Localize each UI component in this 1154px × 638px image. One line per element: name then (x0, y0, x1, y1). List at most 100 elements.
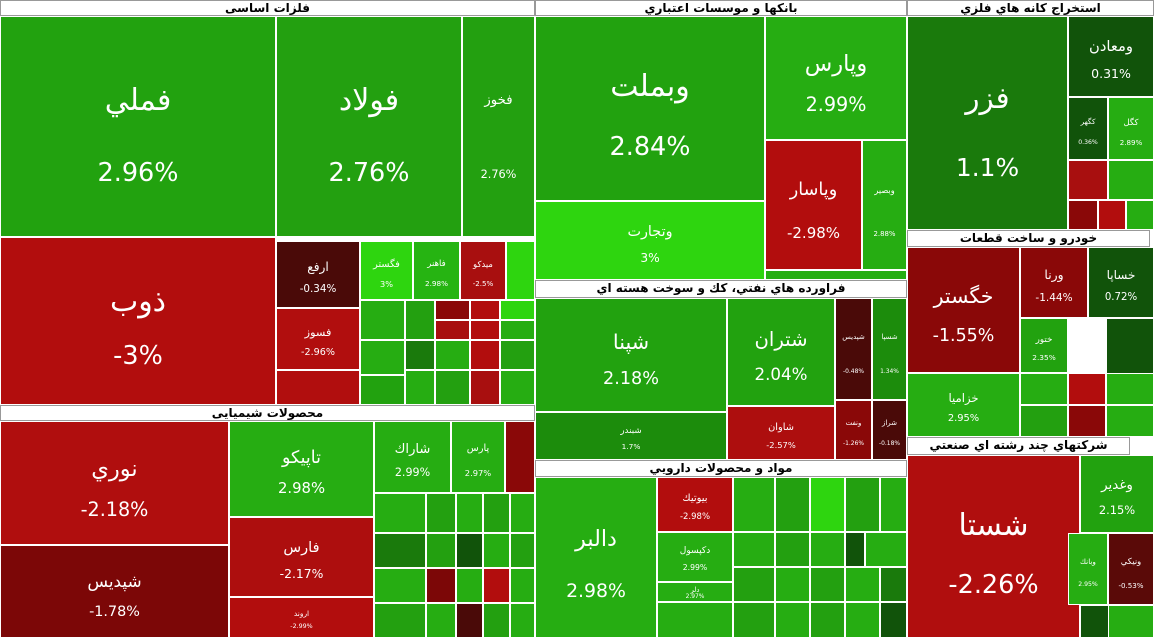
stock-name: خگستر (933, 283, 994, 308)
stock-name: شتران (754, 328, 808, 352)
stock-tile: فملي 2.96% (0, 16, 276, 237)
stock-tile: وبصير 2.88% (862, 140, 907, 270)
stock-change: 0.72% (1104, 292, 1138, 304)
filler-tile (505, 421, 535, 493)
stock-tile: نوري -2.18% (0, 421, 229, 545)
filler-tile (435, 320, 470, 340)
stock-name: وبملت (610, 69, 690, 105)
stock-name: دكپسول (679, 546, 711, 557)
stock-tile: ارفع -0.34% (276, 241, 360, 308)
stock-tile: كگل 2.89% (1108, 97, 1154, 160)
filler-tile (360, 300, 405, 340)
filler-tile (1108, 605, 1154, 638)
stock-change: -2.96% (301, 347, 335, 358)
stock-tile: شتران 2.04% (727, 298, 835, 406)
stock-change: 2.98% (277, 480, 326, 498)
filler-tile (1106, 405, 1154, 437)
filler-tile (426, 568, 456, 603)
filler-tile (456, 533, 483, 568)
filler-tile (374, 533, 426, 568)
stock-tile: ذوب -3% (0, 237, 276, 405)
stock-change: -2.26% (948, 569, 1039, 600)
stock-tile: شبندر 1.7% (535, 412, 727, 460)
filler-tile (456, 568, 483, 603)
stock-change: 2.95% (1078, 581, 1098, 589)
filler-tile (775, 567, 810, 602)
sector-header: مواد و محصولات دارويي (535, 460, 907, 477)
filler-tile (1108, 160, 1154, 200)
stock-name: شبندر (620, 425, 642, 436)
stock-change: -0.18% (878, 439, 900, 447)
filler-tile (374, 568, 426, 603)
stock-tile: تاپيكو 2.98% (229, 421, 374, 517)
filler-tile (845, 602, 880, 638)
filler-tile (276, 370, 360, 405)
filler-tile (510, 603, 535, 638)
stock-change: 2.97% (464, 467, 492, 478)
stock-name: فخوز (484, 93, 513, 109)
filler-tile (374, 493, 426, 533)
filler-tile (456, 603, 483, 638)
stock-change: 2.04% (754, 364, 808, 384)
filler-tile (483, 493, 510, 533)
filler-tile (1106, 318, 1154, 378)
filler-tile (765, 270, 907, 280)
stock-tile: شپديس -0.48% (835, 298, 872, 400)
stock-change: -1.55% (932, 326, 995, 347)
filler-tile (405, 300, 435, 340)
stock-name: شپديس (842, 333, 865, 342)
stock-name: پارس (466, 443, 490, 455)
stock-tile: كگهر 0.36% (1068, 97, 1108, 160)
stock-name: شسپا (881, 333, 898, 342)
stock-change: 1.34% (880, 367, 899, 375)
filler-tile (775, 532, 810, 567)
stock-name: فزر (965, 80, 1010, 115)
filler-tile (865, 532, 907, 567)
stock-change: 2.88% (873, 229, 896, 238)
stock-change: -0.48% (842, 367, 864, 375)
stock-change: -2.5% (472, 279, 494, 289)
stock-name: فارس (283, 540, 320, 557)
stock-name: شاوان (768, 421, 794, 433)
stock-name: ومعادن (1089, 38, 1133, 56)
filler-tile (880, 602, 907, 638)
stock-name: دالبر (575, 526, 617, 553)
filler-tile (880, 477, 907, 532)
stock-change: -0.53% (1118, 580, 1144, 590)
filler-tile (483, 603, 510, 638)
filler-tile (845, 477, 880, 532)
stock-change: 2.99% (394, 466, 431, 480)
filler-tile (733, 477, 775, 532)
stock-tile: شاراك 2.99% (374, 421, 451, 493)
filler-tile (1098, 200, 1126, 230)
filler-tile (426, 493, 456, 533)
filler-tile (1126, 200, 1154, 230)
filler-tile (1020, 405, 1068, 437)
filler-tile (435, 370, 470, 405)
stock-tile: وپاسار -2.98% (765, 140, 862, 270)
filler-tile (510, 533, 535, 568)
filler-tile (405, 370, 435, 405)
filler-tile (1068, 160, 1108, 200)
stock-change: -1.78% (89, 603, 140, 620)
stock-tile: دلر 2.97% (657, 582, 733, 602)
stock-tile: فخوز 2.76% (462, 16, 535, 237)
stock-change: 1.7% (621, 442, 641, 452)
stock-change: 2.99% (682, 563, 708, 573)
filler-tile (810, 477, 845, 532)
stock-change: -2.98% (786, 223, 840, 242)
stock-change: 2.76% (480, 168, 517, 182)
stock-name: فسوز (304, 325, 332, 339)
stock-tile: شپنا 2.18% (535, 298, 727, 412)
stock-tile: خگستر -1.55% (907, 247, 1020, 373)
sector-header: فلزات اساسی (0, 0, 535, 16)
stock-tile: پارس 2.97% (451, 421, 505, 493)
filler-tile (733, 602, 775, 638)
stock-tile: خساپا 0.72% (1088, 247, 1154, 318)
stock-tile: ونيكي -0.53% (1108, 533, 1154, 605)
stock-tile: خزامیا 2.95% (907, 373, 1020, 437)
filler-tile (733, 567, 775, 602)
stock-name: نوري (91, 455, 138, 482)
filler-tile (374, 603, 426, 638)
stock-name: وپارس (804, 50, 868, 77)
